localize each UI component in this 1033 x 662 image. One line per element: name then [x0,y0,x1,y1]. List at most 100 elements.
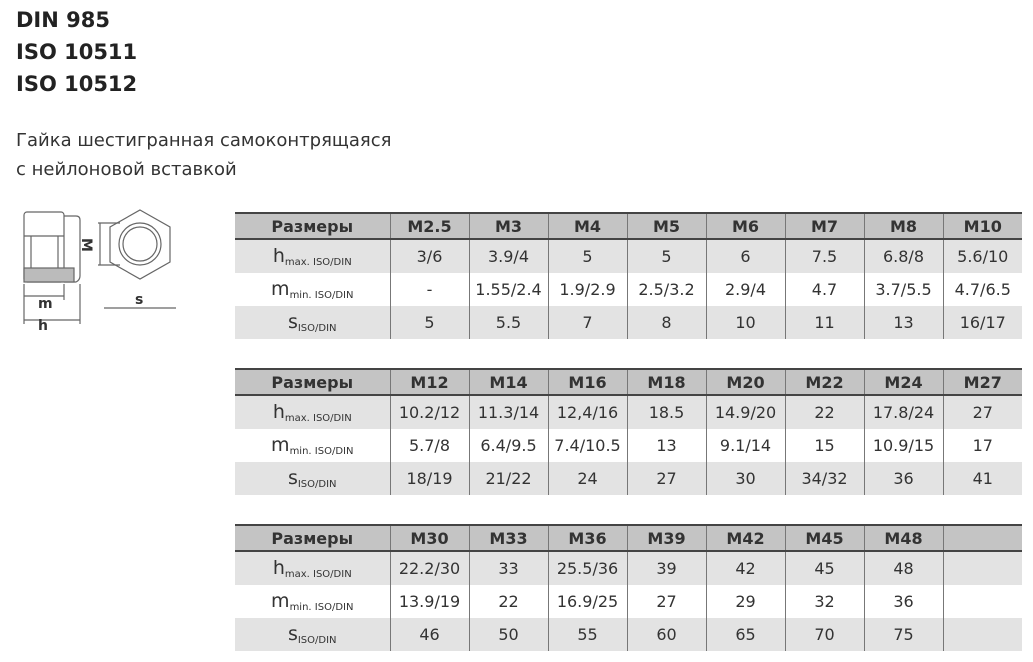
table-cell: 5.5 [468,306,548,339]
table-row-h: hmax. ISO/DIN 10.2/12 11.3/14 12,4/16 18.5 14… [235,395,1022,429]
table-cell: 5.6/10 [942,239,1022,273]
table-row-m: mmin. ISO/DIN -1.55/2.4 1.9/2.9 2.5/3.2 2.9/… [235,273,1022,306]
table-cell: 55 [547,618,627,651]
table-cell: 13 [626,429,706,462]
table-row-h: hmax. ISO/DIN 22.2/30 33 25.5/36 39 42 45 48 [235,551,1022,585]
row-label: hmax. ISO/DIN [235,239,390,273]
table-cell: 50 [468,618,548,651]
size-header: M18 [626,368,706,396]
table-cell: 22 [468,585,548,618]
row-label-sub: max. ISO/DIN [284,413,352,424]
standard-codes: DIN 985 ISO 10511 ISO 10512 [16,4,137,100]
table-cell: 15 [784,429,864,462]
table-cell: 41 [942,462,1022,495]
row-label: mmin. ISO/DIN [235,429,390,462]
label-s: s [135,292,143,308]
row-label-sub: ISO/DIN [297,323,337,334]
table-cell: 24 [547,462,627,495]
table-cell: 65 [705,618,785,651]
row-label: mmin. ISO/DIN [235,273,390,306]
table-cell: 11 [784,306,864,339]
row-label-sub: min. ISO/DIN [289,446,354,457]
table-cell: 2.5/3.2 [626,273,706,306]
table-cell: 18/19 [389,462,469,495]
table-cell: - [389,273,469,306]
row-label-sub: ISO/DIN [297,635,337,646]
table-cell: 8 [626,306,706,339]
table-cell [942,618,1022,651]
size-header: M45 [784,524,864,552]
table-row-s: sISO/DIN 46 50 55 60 65 70 75 [235,618,1022,651]
table-cell [942,585,1022,618]
table-cell: 10 [705,306,785,339]
row-label: sISO/DIN [235,462,390,495]
label-m: m [38,296,53,312]
size-header: M27 [942,368,1022,396]
row-label: mmin. ISO/DIN [235,585,390,618]
row-label-main: h [272,557,285,579]
table-row-s: sISO/DIN 5 5.5 7 8 10 11 13 16/17 [235,306,1022,339]
table-cell: 3/6 [389,239,469,273]
table-cell: 3.9/4 [468,239,548,273]
size-table: Размеры M30 M33 M36 M39 M42 M45 M48 hmax. ISO/DI… [235,524,1022,651]
nut-drawing: m h M s [23,209,176,332]
table-cell: 12,4/16 [547,395,627,429]
size-header: M2.5 [389,212,469,240]
header-row: Размеры M2.5 M3 M4 M5 M6 M7 M8 M10 [235,212,1022,240]
table-cell: 6.4/9.5 [468,429,548,462]
row-label: hmax. ISO/DIN [235,551,390,585]
table-cell: 1.9/2.9 [547,273,627,306]
table-cell: 2.9/4 [705,273,785,306]
table-cell: 16/17 [942,306,1022,339]
size-header: M8 [863,212,943,240]
size-header: M5 [626,212,706,240]
table-cell: 13 [863,306,943,339]
size-header: M6 [705,212,785,240]
row-label-main: s [287,311,298,333]
table-cell: 27 [942,395,1022,429]
row-label-sub: max. ISO/DIN [284,569,352,580]
table-cell: 7 [547,306,627,339]
size-header: M16 [547,368,627,396]
table-cell: 1.55/2.4 [468,273,548,306]
table-row-h: hmax. ISO/DIN 3/6 3.9/4 5 5 6 7.5 6.8/8 5.6/10 [235,239,1022,273]
row-label-sub: ISO/DIN [297,479,337,490]
table-cell: 32 [784,585,864,618]
table-cell: 7.4/10.5 [547,429,627,462]
code-iso-10511: ISO 10511 [16,40,138,64]
size-header: M33 [468,524,548,552]
row-label-main: m [271,434,290,456]
table-cell: 9.1/14 [705,429,785,462]
row-label: sISO/DIN [235,306,390,339]
table-cell: 14.9/20 [705,395,785,429]
table-cell: 36 [863,462,943,495]
table-cell: 29 [705,585,785,618]
size-header: M36 [547,524,627,552]
row-label-main: h [272,401,285,423]
row-label-sub: min. ISO/DIN [289,290,354,301]
table-cell: 45 [784,551,864,585]
header-row: Размеры M12 M14 M16 M18 M20 M22 M24 M27 [235,368,1022,396]
table-cell: 18.5 [626,395,706,429]
table-cell [942,551,1022,585]
description-line: Гайка шестигранная самоконтрящаяся [16,130,392,151]
size-header: M3 [468,212,548,240]
table-cell: 3.7/5.5 [863,273,943,306]
size-header: M7 [784,212,864,240]
row-label-sub: max. ISO/DIN [284,257,352,268]
table-cell: 4.7 [784,273,864,306]
code-din: DIN 985 [16,8,110,32]
size-header: M22 [784,368,864,396]
row-label-main: m [271,590,290,612]
table-cell: 5 [626,239,706,273]
table-cell: 22.2/30 [389,551,469,585]
table-cell: 4.7/6.5 [942,273,1022,306]
table-cell: 30 [705,462,785,495]
table-cell: 5 [389,306,469,339]
size-header: M30 [389,524,469,552]
table-row-m: mmin. ISO/DIN 5.7/8 6.4/9.5 7.4/10.5 13 9.1/1… [235,429,1022,462]
header-label: Размеры [235,368,390,396]
header-row: Размеры M30 M33 M36 M39 M42 M45 M48 [235,524,1022,552]
table-cell: 10.2/12 [389,395,469,429]
table-cell: 25.5/36 [547,551,627,585]
